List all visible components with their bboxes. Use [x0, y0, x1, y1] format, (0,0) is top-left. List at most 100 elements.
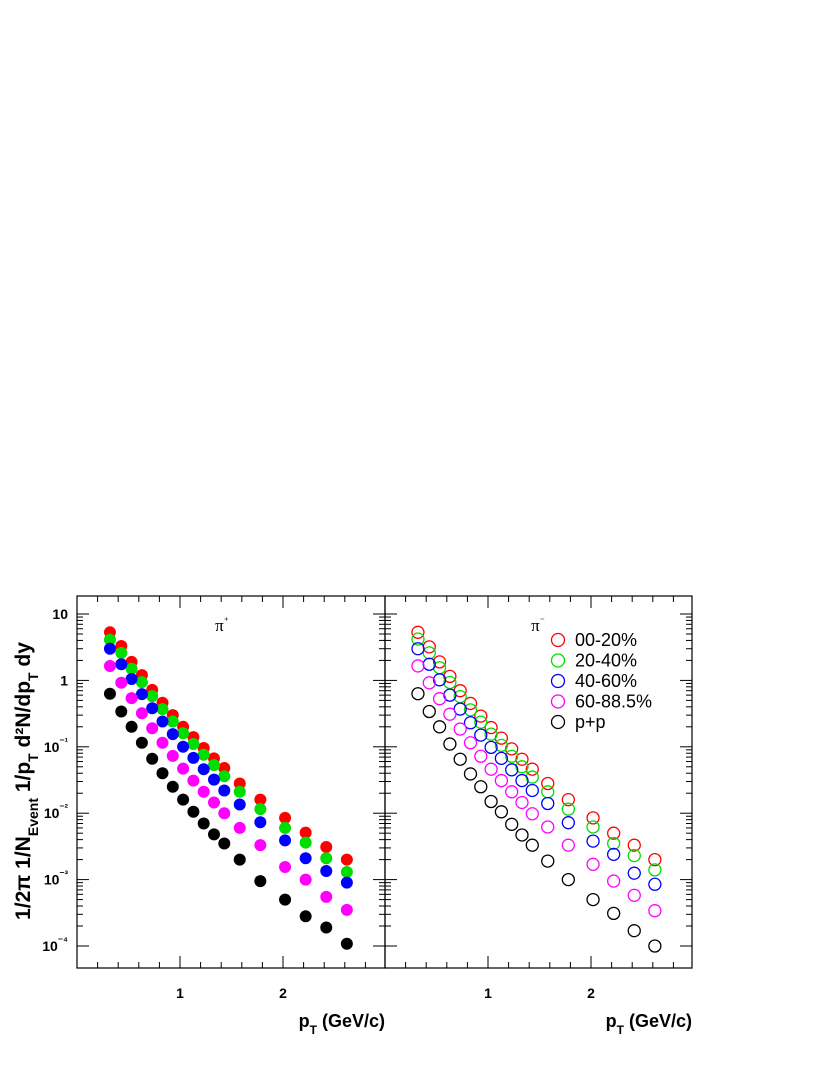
y-axis-label: 1/2π 1/NEvent 1/pT d²N/dpT dy — [12, 642, 41, 920]
data-point — [135, 707, 148, 720]
data-point — [607, 836, 621, 851]
data-point — [494, 751, 509, 765]
data-point — [233, 785, 246, 798]
data-point — [586, 892, 600, 907]
data-point — [494, 773, 509, 788]
data-point — [432, 692, 447, 706]
data-point — [443, 707, 457, 721]
data-point — [541, 854, 555, 868]
data-point — [197, 763, 210, 776]
data-point — [505, 785, 519, 799]
data-point — [515, 752, 529, 766]
data-point — [474, 728, 488, 742]
legend-marker — [550, 673, 566, 689]
data-point — [340, 903, 353, 916]
data-point — [411, 632, 425, 646]
data-point — [279, 834, 292, 847]
data-point — [453, 722, 467, 736]
data-point — [218, 761, 231, 774]
data-point — [494, 805, 509, 819]
y-tick-label: 1 — [60, 672, 68, 688]
data-point — [541, 796, 555, 811]
data-point — [146, 752, 159, 765]
data-point — [254, 839, 267, 852]
data-point — [207, 773, 220, 786]
data-point — [648, 939, 662, 953]
data-point — [197, 817, 210, 830]
data-point — [411, 642, 425, 656]
data-point — [505, 749, 519, 763]
data-point — [432, 655, 447, 669]
data-point — [541, 785, 555, 799]
data-point — [233, 821, 246, 834]
data-point — [254, 793, 267, 806]
data-point — [320, 864, 333, 877]
data-point — [586, 820, 600, 834]
series-p+p — [103, 687, 353, 950]
data-point — [207, 759, 220, 772]
data-point — [525, 783, 539, 798]
data-point — [484, 794, 498, 809]
data-point — [254, 803, 267, 816]
data-point — [432, 720, 447, 734]
data-point — [474, 749, 488, 763]
legend-label: 40-60% — [575, 671, 637, 691]
data-point — [411, 625, 425, 639]
series-p+p — [411, 687, 662, 953]
data-point — [484, 727, 498, 741]
data-point — [177, 740, 190, 753]
legend: 00-20%20-40%40-60%60-88.5%p+p — [550, 630, 652, 732]
data-point — [125, 672, 138, 685]
data-point — [561, 802, 575, 816]
data-point — [648, 852, 662, 867]
legend-label: 00-20% — [575, 630, 637, 650]
data-point — [156, 715, 169, 728]
data-point — [254, 875, 267, 888]
data-point — [484, 720, 498, 735]
data-point — [484, 740, 498, 755]
data-point — [484, 762, 498, 776]
data-point — [197, 748, 210, 761]
data-point — [254, 816, 267, 829]
data-point — [474, 715, 488, 729]
data-point — [340, 937, 353, 950]
data-point — [515, 760, 529, 774]
data-point — [627, 924, 641, 938]
data-point — [299, 910, 312, 923]
x-tick-label: 1 — [484, 985, 492, 1001]
data-point — [561, 816, 575, 830]
data-point — [187, 805, 200, 818]
data-point — [627, 866, 641, 880]
data-point — [627, 838, 641, 852]
data-point — [279, 821, 292, 834]
data-point — [525, 807, 539, 821]
data-point — [146, 690, 159, 703]
right-panel: 1 2 pT (GeV/c) π⁻ 00-20%20-40%40-60%60-88.5%… — [384, 595, 693, 1037]
data-point — [233, 853, 246, 866]
legend-label: 20-40% — [575, 651, 637, 671]
data-point — [115, 658, 128, 671]
data-point — [320, 840, 333, 853]
data-point — [474, 709, 488, 723]
x-tick-label: 1 — [176, 985, 184, 1001]
series-60-88.5% — [103, 659, 353, 916]
data-point — [207, 828, 220, 841]
legend-marker — [550, 694, 566, 709]
data-point — [648, 904, 662, 918]
data-point — [463, 767, 478, 781]
data-point — [505, 763, 519, 777]
series-20-40% — [103, 633, 353, 879]
data-point — [515, 795, 529, 810]
series-60-88.5% — [411, 659, 662, 918]
data-point — [607, 826, 621, 840]
data-point — [561, 792, 575, 807]
data-point — [115, 676, 128, 689]
data-point — [125, 692, 138, 705]
data-point — [156, 736, 169, 749]
data-point — [453, 702, 467, 716]
data-point — [648, 877, 662, 891]
data-point — [103, 659, 116, 672]
data-point — [156, 703, 169, 716]
panel-title: π⁺ — [215, 616, 229, 635]
